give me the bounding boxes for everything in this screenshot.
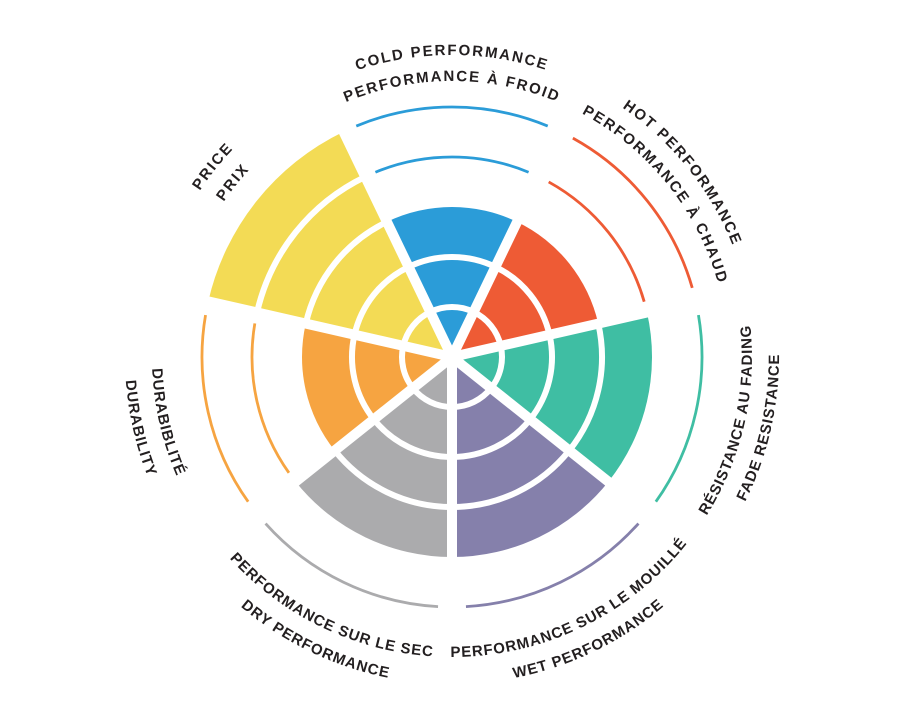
divider-dry-performance-ring-3 bbox=[332, 448, 453, 510]
grid-arc-hot-performance-ring-4 bbox=[548, 180, 646, 303]
spoke-5 bbox=[247, 353, 456, 522]
grid-arc-durability-ring-5 bbox=[200, 314, 250, 503]
wedge-wet-performance bbox=[452, 357, 609, 557]
wedge-price bbox=[208, 131, 452, 357]
grid-arc-durability-ring-4 bbox=[250, 323, 291, 474]
divider-price-ring-2 bbox=[351, 264, 410, 336]
divider-durability-ring-2 bbox=[349, 334, 377, 422]
spoke-1 bbox=[447, 122, 569, 360]
grid-arc-cold-performance-ring-4 bbox=[374, 155, 530, 174]
divider-price-ring-4 bbox=[254, 174, 367, 314]
divider-cold-performance-ring-2 bbox=[407, 254, 497, 270]
wedge-dry-performance bbox=[295, 357, 452, 557]
grid-arc-dry-performance-ring-5 bbox=[264, 522, 439, 609]
divider-hot-performance-ring-2 bbox=[494, 264, 553, 336]
grid-arc-fade-resistance-ring-5 bbox=[654, 314, 704, 503]
sector-spokes bbox=[199, 122, 705, 615]
spoke-7 bbox=[335, 122, 457, 360]
wedge-durability bbox=[302, 323, 452, 451]
divider-fade-resistance-ring-3 bbox=[566, 322, 605, 453]
spoke-2 bbox=[450, 294, 705, 362]
divider-wet-performance-ring-2 bbox=[451, 417, 533, 460]
wedge-cold-performance bbox=[386, 206, 518, 357]
spoke-6 bbox=[199, 294, 454, 362]
divider-dry-performance-ring-2 bbox=[371, 417, 453, 460]
grid-arc-wet-performance-ring-5 bbox=[465, 522, 640, 609]
divider-price-ring-3 bbox=[302, 219, 389, 325]
spoke-3 bbox=[448, 353, 657, 522]
grid-arcs bbox=[200, 105, 704, 609]
divider-wet-performance-ring-3 bbox=[451, 448, 572, 510]
grid-arc-cold-performance-ring-5 bbox=[355, 105, 549, 128]
grid-arc-hot-performance-ring-5 bbox=[572, 136, 694, 289]
divider-fade-resistance-ring-2 bbox=[527, 334, 555, 422]
